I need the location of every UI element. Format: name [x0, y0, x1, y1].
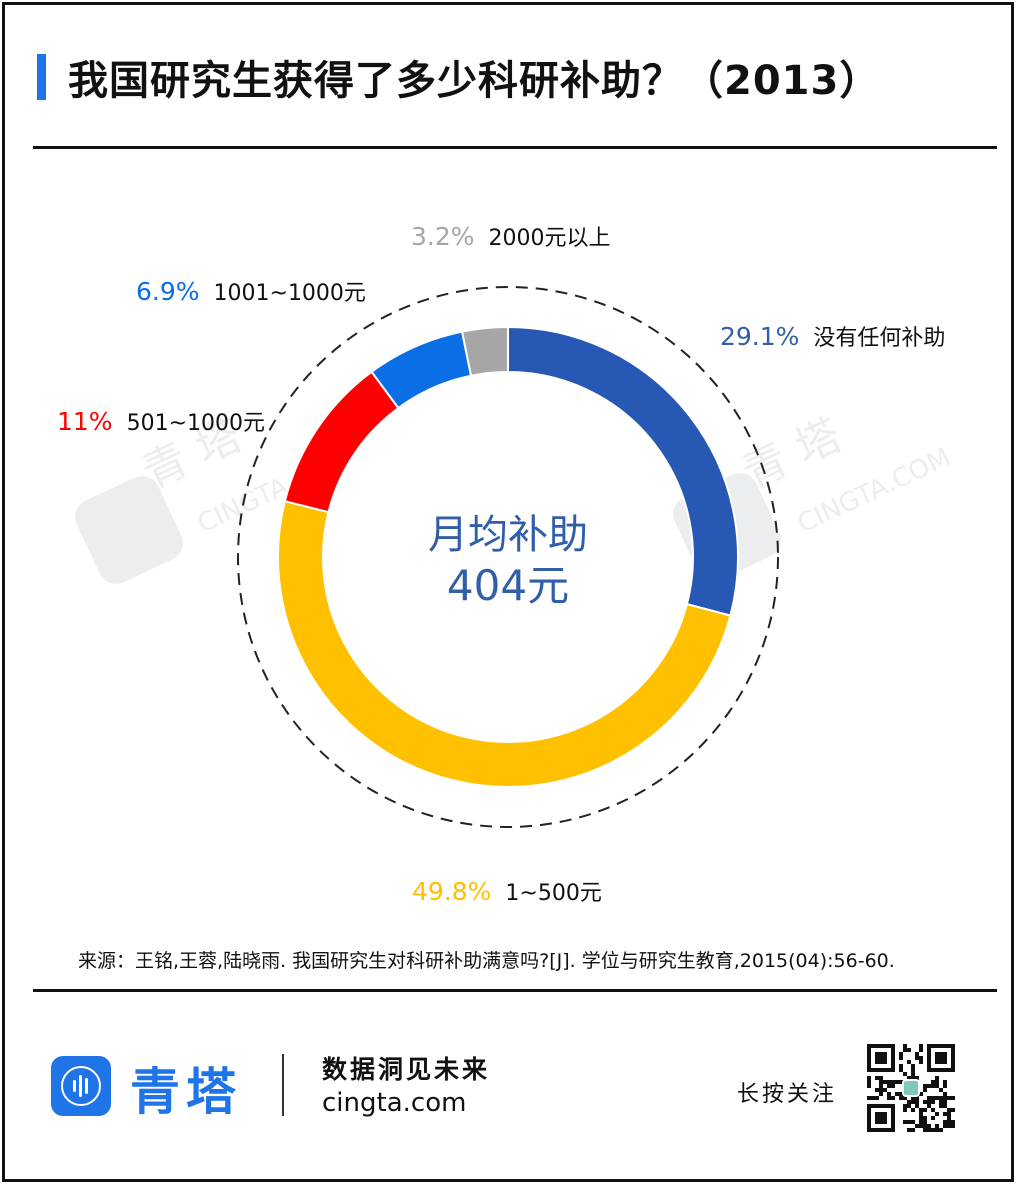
center-label-line2: 404元 [447, 561, 569, 610]
donut-slices [277, 325, 739, 788]
follow-prompt: 长按关注 [737, 1082, 838, 1107]
donut-slice-1 [277, 499, 732, 788]
donut-slice-2 [283, 370, 400, 514]
donut-slice-4 [460, 325, 509, 377]
slice-label-1: 49.8% 1~500元 [412, 877, 602, 906]
slice-name-4: 2000元以上 [489, 226, 611, 251]
slice-pct-0: 29.1% [720, 322, 799, 351]
center-label-line1: 月均补助 [428, 512, 588, 558]
slice-label-2: 11% 501~1000元 [57, 407, 265, 436]
brand-site: cingta.com [322, 1088, 467, 1118]
brand-name: 青塔 [130, 1062, 242, 1121]
donut-chart: 青 塔 CINGTA.COM 青 塔 CINGTA.COM 月均补助 404元 … [57, 222, 955, 906]
slice-name-3: 1001~1000元 [214, 281, 366, 306]
slice-label-3: 6.9% 1001~1000元 [136, 277, 366, 306]
slice-label-4: 3.2% 2000元以上 [411, 222, 611, 251]
title-divider [33, 146, 997, 149]
slice-label-0: 29.1% 没有任何补助 [720, 322, 945, 351]
outer-dashed-ring [237, 286, 779, 828]
page-title: 我国研究生获得了多少科研补助？（2013） [68, 58, 881, 104]
watermark-brand-right: 青 塔 [735, 410, 849, 499]
qr-code-icon[interactable] [867, 1044, 955, 1132]
slice-labels: 29.1% 没有任何补助 49.8% 1~500元 11% 501~1000元 6.9% 10… [57, 222, 945, 906]
cingta-logo-icon [51, 1056, 111, 1116]
footer-divider [33, 989, 997, 992]
slice-name-2: 501~1000元 [127, 411, 265, 436]
slice-pct-2: 11% [57, 407, 113, 436]
slice-pct-1: 49.8% [412, 877, 491, 906]
slice-name-0: 没有任何补助 [813, 326, 945, 351]
slice-pct-4: 3.2% [411, 222, 475, 251]
title-accent-bar [37, 54, 46, 100]
slice-pct-3: 6.9% [136, 277, 200, 306]
slice-name-1: 1~500元 [505, 881, 601, 906]
brand-slogan: 数据洞见未来 [322, 1055, 491, 1084]
footer-vertical-divider [282, 1054, 284, 1116]
source-citation: 来源：王铭,王蓉,陆晓雨. 我国研究生对科研补助满意吗?[J]. 学位与研究生教… [78, 950, 895, 972]
